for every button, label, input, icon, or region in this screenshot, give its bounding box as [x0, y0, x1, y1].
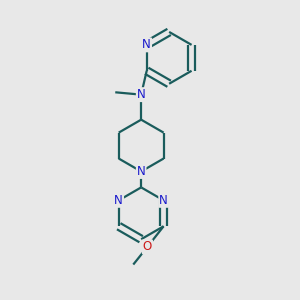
- Text: N: N: [142, 38, 151, 51]
- Text: O: O: [143, 240, 152, 254]
- Text: N: N: [114, 194, 123, 207]
- Text: N: N: [137, 88, 146, 101]
- Text: N: N: [159, 194, 168, 207]
- Text: N: N: [137, 165, 146, 178]
